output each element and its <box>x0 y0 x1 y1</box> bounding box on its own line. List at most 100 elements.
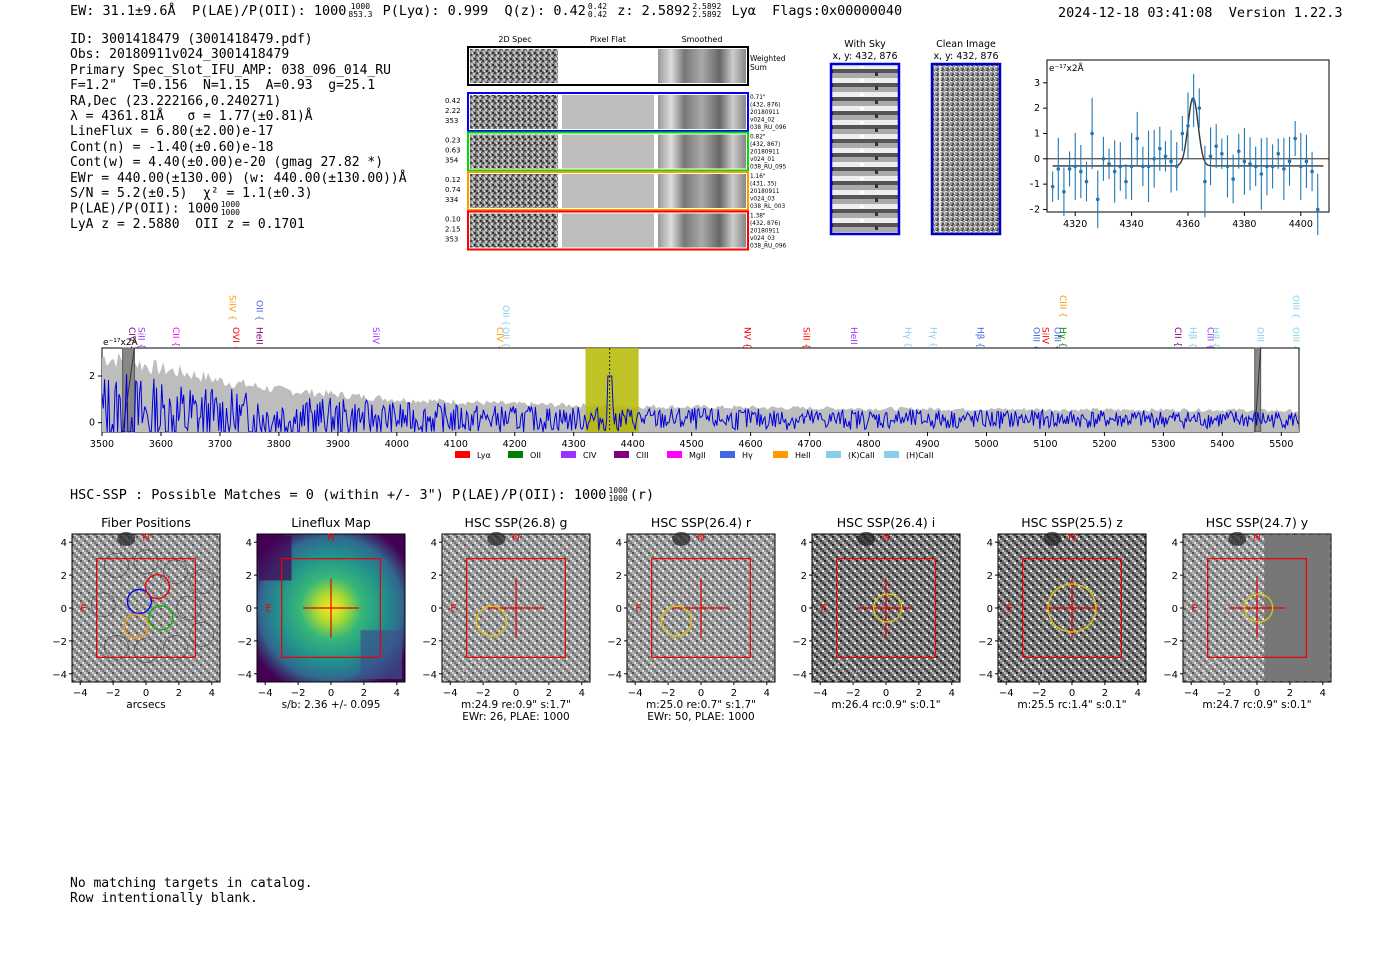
hsc-source-blob <box>672 531 691 546</box>
hsc-xtick-label: 2 <box>546 688 552 699</box>
hsc-xtick-label: −4 <box>628 688 643 699</box>
info-ewr: EWr = 440.00(±130.00) (w: 440.00(±130.00… <box>70 170 407 186</box>
line-fit-point <box>1146 164 1151 169</box>
header-summary: EW: 31.1±9.6Å P(LAE)/P(OII): 1000 1000 853… <box>70 2 903 20</box>
hsc-source-blob <box>117 531 136 546</box>
line-fit-point <box>1062 189 1066 194</box>
cutout-right-value: (432, 876) <box>750 221 780 227</box>
fiber-circle <box>163 559 188 585</box>
hsc-ytick-label: 0 <box>431 604 437 615</box>
clean-image <box>930 62 1002 236</box>
hsc-catalog-ellipse <box>462 661 488 687</box>
with-sky-xy: x, y: 432, 876 <box>832 51 897 62</box>
cutout-pixel-flat <box>562 95 654 129</box>
hsc-caption-1: arcsecs <box>126 699 165 711</box>
line-fit-point <box>1050 184 1055 189</box>
footer-line-2: Row intentionally blank. <box>70 891 258 907</box>
spectrum-line-label: SiIV { <box>1040 327 1050 353</box>
cutout-row: 0.12 0.74 334 1.16" (431, 35)20180911 v024_03… <box>445 171 785 211</box>
detection-info: ID: 3001418479 (3001418479.pdf) Obs: 2018… <box>70 32 407 233</box>
hsc-ytick-label: 0 <box>987 604 993 615</box>
line-fit-point <box>1315 207 1320 212</box>
legend-swatch <box>884 451 899 458</box>
hsc-source-blob <box>1228 531 1247 546</box>
hsc-xtick-label: −2 <box>661 688 676 699</box>
hsc-xtick-label: 4 <box>209 688 215 699</box>
spectrum-line-label: OII { <box>500 327 510 348</box>
hsc-xtick-label: 0 <box>698 688 704 699</box>
spectrum-line-label: Hβ { <box>1187 327 1197 348</box>
line-fit-point <box>1236 149 1241 153</box>
cutout-left-value: 2.15 <box>445 226 461 234</box>
cutout-left-value: 0.42 <box>445 97 461 105</box>
spectrum-line-label: CIV { <box>494 327 504 351</box>
header-z-lo: 2.5892 <box>692 10 722 19</box>
hsc-panel: Fiber Positions N E −4 −2 0 2 4 4 2 0 −2 −4 arcsecs <box>52 515 221 711</box>
hsc-xtick-label: −2 <box>476 688 491 699</box>
cutout-right-value: 0.82" <box>750 135 766 141</box>
hsc-search-box <box>1207 558 1307 658</box>
info-plae: P(LAE)/P(OII): 1000 1000 1000 <box>70 201 407 217</box>
clean-image-title: Clean Image <box>936 39 996 50</box>
hsc-panel-title: Lineflux Map <box>291 515 371 530</box>
spectrum-line-label: NV { <box>742 327 752 348</box>
fiber-circle-selected <box>148 605 174 631</box>
weighted-sum-label-2: Sum <box>750 63 767 72</box>
spectrum-xtick-label: 4600 <box>739 439 763 450</box>
hsc-title-lo: 1000 <box>608 494 628 503</box>
hsc-ytick-label: −4 <box>1163 670 1178 681</box>
cutout-left-value: 0.63 <box>445 147 461 155</box>
hsc-xtick-label: 4 <box>394 688 400 699</box>
spectrum-xtick-label: 4200 <box>503 439 527 450</box>
cutout-right-value: 0.71" <box>750 95 766 101</box>
fiber-circle <box>189 622 215 647</box>
hsc-search-box <box>651 558 751 658</box>
spectrum-line-label: Hβ { <box>1209 327 1219 348</box>
info-primary-spec: Primary Spec_Slot_IFU_AMP: 038_096_014_R… <box>70 62 391 78</box>
line-fit-chart: e⁻¹⁷x2Å 4320 4340 4360 4380 4400 3 2 1 0 −1 −2 <box>1030 59 1330 235</box>
spectrum-line-label: OII { <box>500 305 510 326</box>
hsc-search-box <box>466 558 566 658</box>
hsc-caption-1: s/b: 2.36 +/- 0.095 <box>282 699 381 711</box>
legend-label: MgII <box>689 451 706 460</box>
hsc-ytick-label: 4 <box>616 538 622 549</box>
line-fit-point <box>1259 172 1264 176</box>
legend-swatch <box>614 451 629 458</box>
col-header-pixel-flat: Pixel Flat <box>590 35 626 44</box>
hsc-east-label: E <box>265 603 271 614</box>
header-plae-hi: 1000 <box>350 2 371 11</box>
legend-label: CIII <box>636 451 649 460</box>
cutout-grid: 2D Spec Pixel Flat Smoothed Weighted Sum… <box>445 35 787 251</box>
hsc-ytick-label: −2 <box>978 637 993 648</box>
header-version: Version 1.22.3 <box>1228 5 1343 21</box>
hsc-source-blob <box>487 531 506 546</box>
line-fit-point <box>1084 179 1089 184</box>
line-fit-point <box>1158 146 1162 151</box>
hsc-caption-2: EWr: 26, PLAE: 1000 <box>462 711 569 723</box>
info-sn: S/N = 5.2(±0.5) χ² = 1.1(±0.3) <box>70 186 313 202</box>
hsc-source-blob <box>1043 531 1062 546</box>
spectrum-line-label: CIII { <box>1205 327 1215 350</box>
spectrum-line-label: CII { <box>1172 327 1182 347</box>
legend-label: OII <box>530 451 541 460</box>
spectrum-xtick-label: 5500 <box>1269 439 1293 450</box>
cutout-left-value: 0.74 <box>445 186 461 194</box>
line-fit-ytick-label: 3 <box>1034 78 1040 89</box>
line-fit-point <box>1282 167 1286 171</box>
hsc-xtick-label: −4 <box>73 688 88 699</box>
line-fit-point <box>1118 164 1123 169</box>
hsc-ytick-label: −4 <box>52 670 67 681</box>
header-flags: Flags:0x00000040 <box>772 3 903 19</box>
hsc-ytick-label: 2 <box>616 571 622 582</box>
hsc-xtick-label: −2 <box>1217 688 1232 699</box>
spectrum-line-label: OIII { <box>1051 327 1061 351</box>
hsc-caption-2: EWr: 50, PLAE: 1000 <box>647 711 754 723</box>
hsc-xtick-label: 2 <box>1287 688 1293 699</box>
hsc-search-box <box>96 558 196 658</box>
spectrum-xtick-label: 3900 <box>326 439 350 450</box>
cutout-right-value: 1.38" <box>750 214 766 220</box>
fiber-circle <box>90 592 116 618</box>
line-fit-point <box>1079 169 1083 174</box>
hsc-ytick-label: 4 <box>246 538 252 549</box>
